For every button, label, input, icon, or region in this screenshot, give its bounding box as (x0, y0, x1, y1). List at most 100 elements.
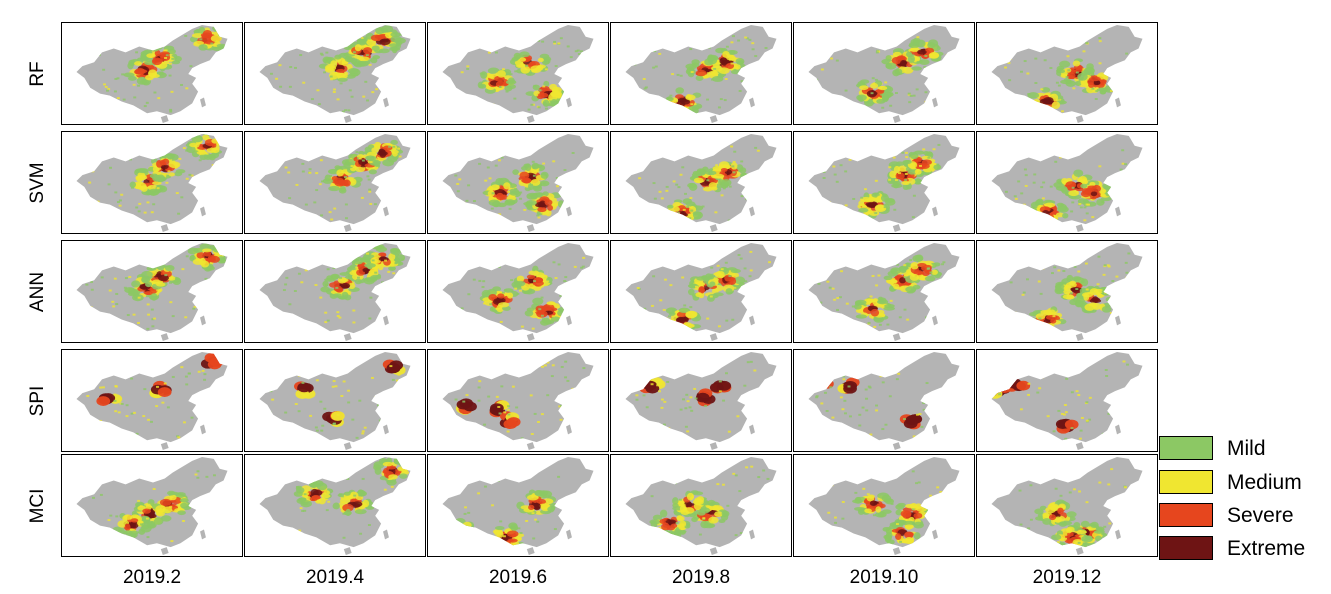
drought-speckle (1070, 427, 1074, 430)
drought-speckle (1125, 276, 1129, 279)
drought-speckle (266, 41, 270, 44)
drought-speckle (196, 476, 200, 479)
drought-patch (684, 109, 695, 115)
drought-speckle (361, 430, 365, 433)
drought-speckle (86, 426, 90, 429)
drought-speckle (462, 400, 466, 403)
drought-patch (887, 270, 898, 277)
drought-speckle (748, 409, 752, 412)
drought-speckle (134, 107, 138, 110)
drought-speckle (376, 68, 380, 71)
drought-patch (857, 508, 865, 515)
drought-speckle (571, 387, 575, 390)
drought-speckle (331, 385, 335, 388)
drought-speckle (329, 78, 333, 81)
drought-patch (504, 200, 516, 205)
drought-speckle (85, 283, 89, 286)
drought-speckle (1132, 411, 1136, 414)
drought-speckle (579, 306, 583, 309)
map-panel-svm-2019-8 (610, 131, 792, 234)
drought-speckle (180, 366, 184, 369)
drought-speckle (336, 98, 340, 101)
drought-patch (690, 490, 699, 495)
drought-speckle (875, 34, 879, 37)
drought-patch (529, 193, 538, 198)
drought-speckle (871, 77, 875, 80)
drought-patch (442, 533, 452, 540)
drought-speckle (485, 142, 489, 145)
drought-patch (397, 466, 410, 472)
drought-speckle (182, 421, 186, 424)
drought-speckle (267, 529, 271, 532)
drought-patch (905, 286, 917, 293)
drought-speckle (1119, 85, 1123, 88)
drought-speckle (1129, 511, 1133, 514)
drought-speckle (210, 42, 214, 45)
drought-patch (186, 145, 196, 153)
drought-patch (905, 415, 920, 426)
drought-speckle (945, 54, 949, 57)
drought-patch (343, 179, 351, 187)
drought-speckle (631, 389, 635, 391)
drought-speckle (97, 264, 101, 267)
drought-speckle (814, 365, 818, 367)
drought-speckle (206, 426, 209, 429)
drought-speckle (90, 147, 93, 150)
drought-speckle (374, 395, 378, 398)
drought-speckle (866, 493, 870, 496)
drought-speckle (371, 433, 375, 436)
drought-speckle (333, 207, 337, 210)
drought-patch (698, 286, 705, 293)
map-panel-ann-2019-8 (610, 240, 792, 343)
drought-patch (680, 219, 688, 225)
drought-speckle (725, 372, 728, 375)
drought-patch (390, 139, 398, 145)
drought-speckle (867, 44, 871, 47)
drought-speckle (688, 217, 692, 220)
drought-speckle (203, 373, 207, 376)
drought-speckle (146, 536, 150, 539)
drought-speckle (710, 266, 714, 269)
drought-patch (532, 297, 544, 306)
drought-speckle (525, 520, 529, 522)
drought-speckle (196, 470, 200, 473)
drought-patch (691, 104, 700, 111)
drought-speckle (111, 36, 115, 39)
drought-speckle (934, 175, 938, 178)
drought-speckle (884, 423, 888, 426)
drought-speckle (479, 72, 483, 75)
drought-speckle (719, 364, 723, 367)
drought-speckle (749, 360, 753, 363)
drought-speckle (514, 527, 518, 530)
drought-speckle (1101, 432, 1105, 435)
drought-speckle (884, 47, 888, 50)
drought-speckle (502, 41, 506, 44)
drought-patch (507, 84, 516, 90)
china-outline (991, 351, 1143, 443)
drought-patch (813, 376, 827, 387)
drought-speckle (169, 108, 173, 111)
drought-speckle (828, 267, 832, 270)
drought-speckle (893, 208, 897, 211)
hainan-island (1075, 333, 1084, 342)
drought-speckle (1067, 69, 1071, 72)
map-panel-mci-2019-4 (244, 454, 426, 557)
drought-speckle (550, 375, 554, 378)
drought-patch (1055, 185, 1068, 191)
drought-patch (534, 490, 542, 496)
drought-patch (1062, 212, 1069, 219)
drought-speckle (504, 289, 508, 292)
drought-speckle (1014, 151, 1018, 154)
drought-patch (672, 497, 679, 505)
drought-speckle (308, 168, 312, 171)
drought-speckle (1029, 518, 1033, 521)
drought-speckle (369, 202, 373, 205)
drought-speckle (857, 323, 861, 326)
hainan-island (343, 224, 352, 233)
drought-speckle (706, 72, 710, 75)
taiwan-island (932, 424, 938, 435)
drought-patch (1043, 325, 1054, 331)
drought-speckle (563, 191, 567, 193)
drought-speckle (1115, 275, 1119, 278)
drought-speckle (768, 261, 772, 264)
